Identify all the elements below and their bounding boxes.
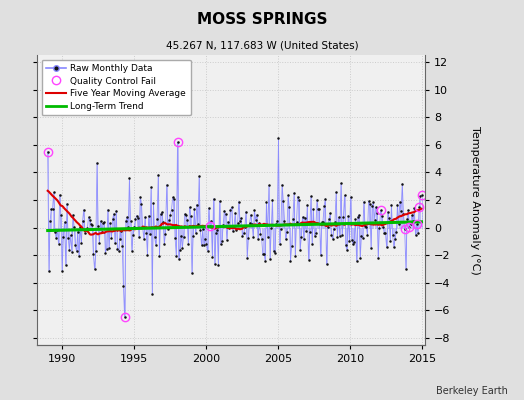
Y-axis label: Temperature Anomaly (°C): Temperature Anomaly (°C)	[470, 126, 480, 274]
Text: MOSS SPRINGS: MOSS SPRINGS	[196, 12, 328, 27]
Legend: Raw Monthly Data, Quality Control Fail, Five Year Moving Average, Long-Term Tren: Raw Monthly Data, Quality Control Fail, …	[41, 60, 191, 115]
Text: 45.267 N, 117.683 W (United States): 45.267 N, 117.683 W (United States)	[166, 40, 358, 50]
Text: Berkeley Earth: Berkeley Earth	[436, 386, 508, 396]
